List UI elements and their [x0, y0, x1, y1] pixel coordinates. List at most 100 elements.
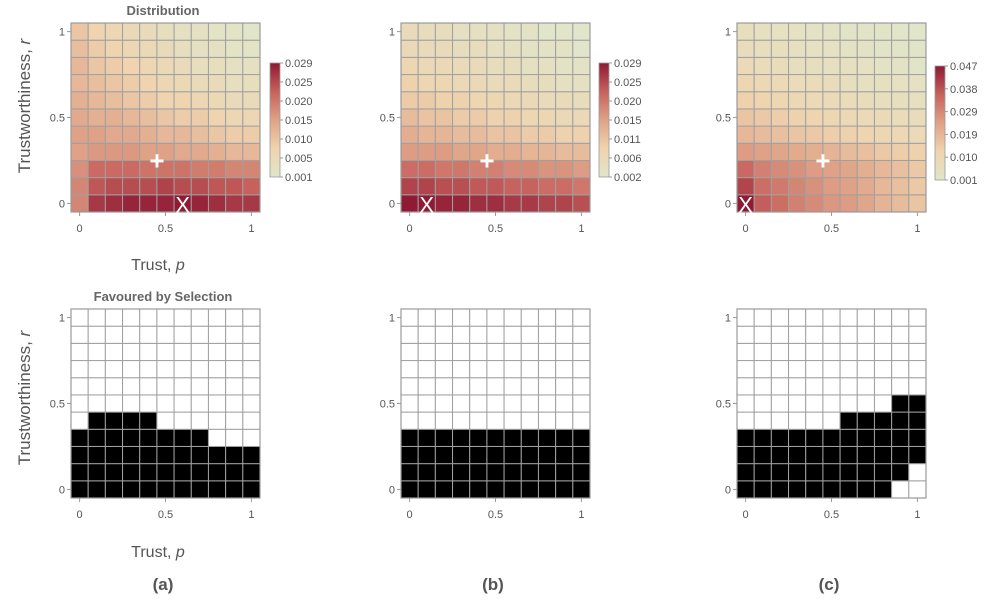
heatmap-cell — [753, 194, 772, 213]
heatmap-cell — [839, 159, 858, 179]
selection-cell — [908, 308, 927, 327]
selection-cell — [572, 342, 591, 362]
y-axis-label-top: Trustworthiness, r — [15, 37, 34, 173]
selection-cell — [173, 480, 192, 499]
selection-cell — [434, 325, 454, 344]
heatmap-cell — [122, 177, 141, 196]
selection-cell — [891, 308, 910, 327]
colorbar-tick-label: 0.010 — [950, 152, 978, 164]
selection-cell — [873, 325, 893, 344]
selection-cell — [805, 325, 824, 344]
selection-cell — [469, 342, 488, 362]
heatmap-cell — [104, 142, 124, 161]
heatmap-cell — [87, 108, 106, 127]
selection-cell — [139, 480, 158, 499]
selection-cell — [520, 445, 539, 465]
selection-cell — [190, 394, 209, 413]
mode-marker-x: X — [738, 192, 753, 217]
heatmap-cell — [770, 125, 790, 144]
selection-cell — [87, 480, 106, 499]
selection-cell — [242, 428, 261, 447]
heatmap-cell — [417, 56, 436, 76]
heatmap-cell — [242, 22, 261, 41]
heatmap-cell — [207, 39, 227, 58]
selection-cell — [572, 394, 591, 413]
x-tick-label: 0.5 — [488, 223, 503, 235]
selection-cell — [156, 428, 175, 447]
heatmap-cell — [207, 91, 227, 110]
y-tick-label: 0.5 — [716, 113, 731, 125]
heatmap-cell — [434, 194, 454, 213]
selection-cell — [537, 463, 557, 482]
heatmap-cell — [87, 56, 106, 76]
selection-cell — [70, 463, 89, 482]
selection-cell — [225, 360, 244, 379]
heatmap-cell — [736, 56, 755, 76]
heatmap-cell — [736, 159, 755, 179]
selection-cell — [486, 394, 505, 413]
selection-cell — [753, 445, 772, 465]
selection-cell — [173, 428, 192, 447]
selection-cell — [822, 480, 841, 499]
row-title-distribution: Distribution — [127, 3, 200, 18]
heatmap-cell — [555, 108, 574, 127]
selection-cell — [139, 428, 158, 447]
selection-cell — [805, 463, 824, 482]
heatmap-cell — [122, 56, 141, 76]
selection-cell — [139, 394, 158, 413]
selection-cell — [908, 428, 927, 447]
x-axis-label-top: Trust, p — [131, 257, 185, 274]
selection-cell — [736, 394, 755, 413]
selection-cell — [736, 325, 755, 344]
heatmap-cell — [207, 74, 227, 93]
selection-cell — [225, 463, 244, 482]
selection-cell — [417, 480, 436, 499]
x-tick-label: 1 — [248, 509, 254, 521]
heatmap-cell — [207, 194, 227, 213]
selection-cell — [891, 463, 910, 482]
heatmap-cell — [788, 22, 807, 41]
heatmap-cell — [873, 74, 893, 93]
selection-cell — [736, 308, 755, 327]
x-tick-label: 0 — [77, 223, 83, 235]
heatmap-cell — [520, 142, 539, 161]
heatmap-cell — [839, 91, 858, 110]
selection-cell — [207, 342, 227, 362]
heatmap-cell — [225, 125, 244, 144]
selection-map-panel-b: 0 0.5 1 0 0.5 1 — [380, 308, 591, 521]
heatmap-cell — [908, 39, 927, 58]
heatmap-cell — [417, 108, 436, 127]
selection-cell — [555, 325, 574, 344]
selection-cell — [486, 308, 505, 327]
selection-cell — [486, 325, 505, 344]
selection-cell — [400, 342, 419, 362]
selection-cell — [537, 360, 557, 379]
selection-cell — [555, 360, 574, 379]
colorbar-tick-label: 0.005 — [285, 153, 313, 165]
heatmap-cell — [908, 56, 927, 76]
selection-cell — [139, 411, 158, 430]
selection-cell — [891, 394, 910, 413]
heatmap-cell — [173, 91, 192, 110]
heatmap-cell — [908, 74, 927, 93]
heatmap-cell — [805, 56, 824, 76]
selection-cell — [486, 360, 505, 379]
heatmap-cell — [469, 91, 488, 110]
heatmap-cell — [891, 108, 910, 127]
selection-cell — [788, 411, 807, 430]
heatmap-cell — [770, 194, 790, 213]
heatmap-cell — [400, 91, 419, 110]
heatmap-cell — [156, 108, 175, 127]
selection-cell — [156, 342, 175, 362]
selection-cell — [908, 325, 927, 344]
selection-cell — [805, 445, 824, 465]
selection-cell — [156, 360, 175, 379]
distribution-heatmap-panel-b: 0 0.5 1 0 0.5 1 + X 0.029 0.025 0.020 0.015 0.011 0.0… — [380, 22, 642, 235]
heatmap-cell — [788, 91, 807, 110]
x-tick-label: 0 — [407, 509, 413, 521]
heatmap-cell — [770, 142, 790, 161]
heatmap-cell — [873, 142, 893, 161]
panel-label-c: (c) — [819, 575, 840, 594]
heatmap-cell — [400, 159, 419, 179]
heatmap-cell — [503, 108, 522, 127]
